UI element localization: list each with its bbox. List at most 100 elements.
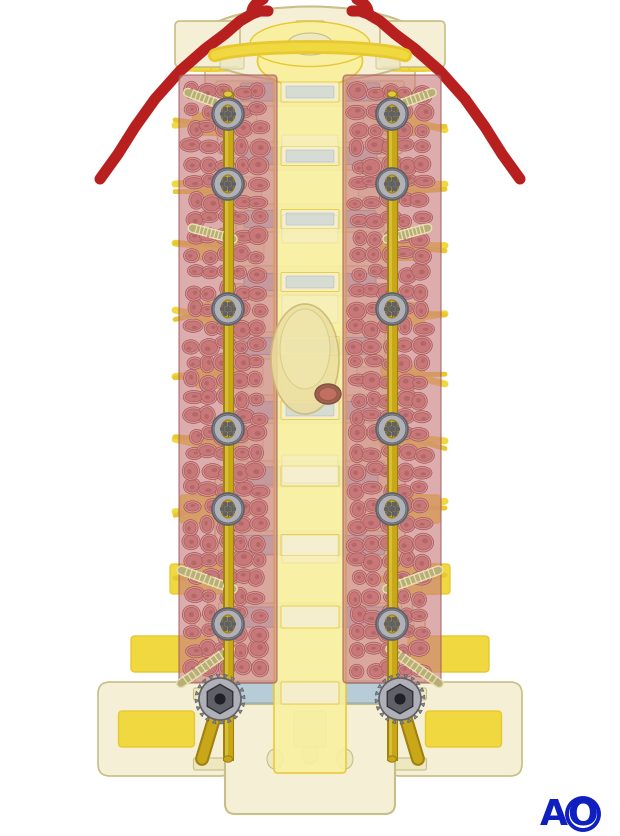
Circle shape [231,182,236,187]
Ellipse shape [401,196,412,206]
Ellipse shape [402,237,407,240]
Ellipse shape [239,651,242,655]
Circle shape [387,177,392,182]
Ellipse shape [351,345,356,349]
Ellipse shape [419,217,425,221]
FancyBboxPatch shape [281,535,339,556]
Ellipse shape [397,216,412,230]
Ellipse shape [386,342,397,354]
Ellipse shape [185,84,197,98]
Ellipse shape [349,284,366,298]
Ellipse shape [352,125,367,137]
Ellipse shape [363,342,379,353]
Ellipse shape [220,662,233,674]
Circle shape [378,496,406,523]
Polygon shape [375,691,379,696]
Polygon shape [238,710,242,714]
Ellipse shape [222,594,233,603]
Ellipse shape [415,178,433,186]
Ellipse shape [353,471,358,476]
Ellipse shape [246,463,264,478]
Ellipse shape [218,266,232,278]
Ellipse shape [348,424,367,442]
Ellipse shape [370,413,375,416]
Ellipse shape [190,124,202,137]
Polygon shape [419,688,424,691]
Ellipse shape [408,631,411,634]
Ellipse shape [248,640,268,658]
Ellipse shape [396,357,410,371]
Ellipse shape [356,237,360,241]
Circle shape [392,422,397,427]
Ellipse shape [206,145,212,148]
Ellipse shape [416,486,421,488]
Ellipse shape [413,249,432,265]
Ellipse shape [203,197,220,212]
Ellipse shape [379,104,399,120]
Ellipse shape [187,288,200,300]
FancyBboxPatch shape [218,604,402,615]
Polygon shape [420,703,425,707]
FancyBboxPatch shape [193,688,427,701]
Ellipse shape [421,455,427,459]
Ellipse shape [350,466,364,480]
FancyBboxPatch shape [356,240,380,260]
Ellipse shape [411,235,427,247]
Ellipse shape [203,592,214,600]
Ellipse shape [252,660,268,677]
Ellipse shape [412,611,425,619]
Ellipse shape [217,568,239,586]
Bar [223,93,234,761]
Ellipse shape [251,86,263,98]
Ellipse shape [414,518,433,530]
Ellipse shape [199,230,216,242]
Ellipse shape [200,516,214,533]
Text: A: A [540,797,568,831]
Ellipse shape [366,88,386,101]
Ellipse shape [233,643,248,660]
Ellipse shape [410,377,428,390]
Circle shape [378,296,406,324]
FancyBboxPatch shape [98,682,232,776]
Ellipse shape [191,194,202,208]
FancyBboxPatch shape [382,431,410,455]
Ellipse shape [182,605,200,624]
Ellipse shape [414,302,428,319]
Ellipse shape [381,445,402,458]
Polygon shape [408,718,411,723]
Ellipse shape [236,216,241,219]
Ellipse shape [393,485,414,500]
Ellipse shape [391,449,396,452]
Ellipse shape [380,321,395,332]
Ellipse shape [237,609,241,613]
Polygon shape [231,677,235,681]
Ellipse shape [354,417,358,422]
Ellipse shape [383,213,400,222]
Ellipse shape [361,513,382,531]
Ellipse shape [202,426,217,440]
Ellipse shape [376,284,397,302]
Ellipse shape [213,427,232,446]
Ellipse shape [360,448,381,462]
Ellipse shape [383,517,394,532]
Ellipse shape [416,357,428,370]
Ellipse shape [357,290,362,293]
Ellipse shape [239,522,244,526]
Bar [223,95,232,759]
Ellipse shape [240,451,245,454]
Ellipse shape [417,106,432,120]
Ellipse shape [259,614,264,618]
Ellipse shape [386,593,399,601]
Ellipse shape [222,282,234,297]
Ellipse shape [235,449,249,458]
Ellipse shape [388,346,391,350]
Ellipse shape [396,249,413,257]
Ellipse shape [204,626,215,635]
Ellipse shape [357,507,361,511]
Ellipse shape [368,202,374,205]
Ellipse shape [200,553,218,567]
Circle shape [228,432,233,437]
Ellipse shape [386,571,398,584]
Ellipse shape [411,498,428,513]
Ellipse shape [401,288,414,298]
